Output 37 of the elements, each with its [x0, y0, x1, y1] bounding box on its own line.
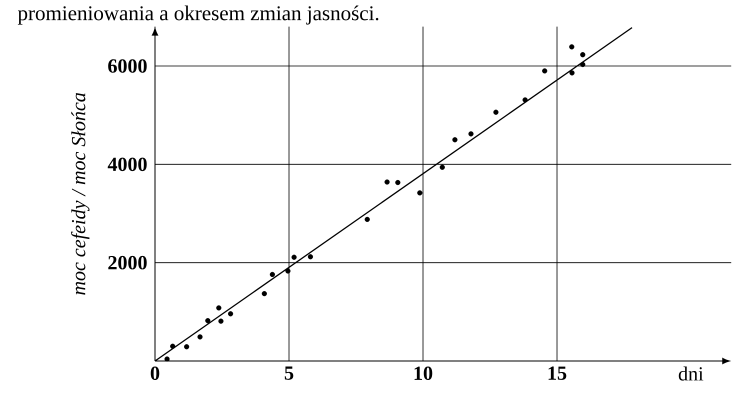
- point: [164, 356, 170, 362]
- point: [270, 272, 275, 278]
- point: [580, 62, 586, 68]
- point: [417, 190, 422, 196]
- x-tick-label: 10: [414, 366, 432, 380]
- point: [569, 44, 574, 50]
- point: [542, 68, 548, 74]
- x-tick-label: 5: [284, 366, 294, 380]
- point: [285, 268, 291, 274]
- text: promieniowania a okresem zmian jasności.: [18, 6, 378, 25]
- point: [569, 70, 575, 76]
- y-tick-label: 2000: [108, 256, 147, 270]
- point: [384, 179, 390, 185]
- point: [522, 97, 528, 103]
- point: [184, 344, 190, 350]
- point: [468, 131, 474, 136]
- point: [395, 180, 400, 186]
- point: [493, 110, 498, 115]
- point: [216, 305, 222, 310]
- point: [364, 216, 370, 222]
- point: [218, 318, 224, 324]
- point: [197, 334, 203, 340]
- point: [440, 164, 445, 170]
- point: [308, 254, 314, 260]
- y-tick-label: 6000: [108, 59, 147, 73]
- x-tick-label: 15: [548, 366, 566, 380]
- point: [228, 311, 234, 316]
- x-tick-label: 0: [150, 366, 160, 380]
- point: [262, 291, 267, 296]
- point: [205, 318, 210, 324]
- point: [580, 52, 586, 58]
- x-axis-title: dni: [678, 366, 704, 381]
- point: [452, 137, 458, 142]
- point: [170, 344, 176, 349]
- point: [292, 254, 297, 260]
- y-tick-label: 4000: [108, 158, 147, 172]
- y-axis-title: moc cefeidy / moc Słońca: [71, 92, 90, 295]
